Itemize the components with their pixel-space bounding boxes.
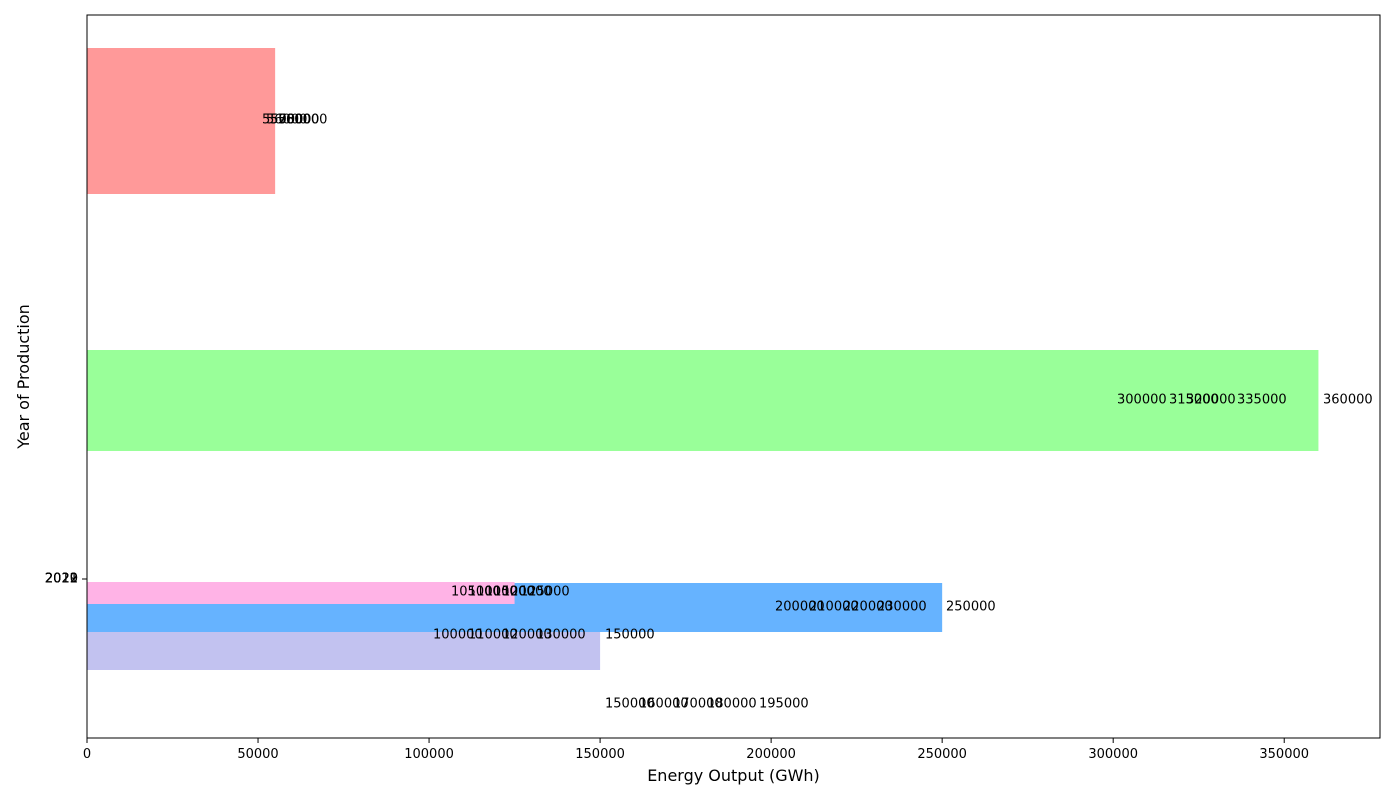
bar-value-label: 60000: [286, 113, 327, 128]
bar-series-1: [87, 350, 1319, 451]
x-tick-label: 250000: [917, 747, 967, 762]
bar-value-label: 230000: [877, 600, 927, 615]
plot-frame: [86, 14, 1381, 739]
bar-value-label: 220000: [843, 600, 893, 615]
x-axis-title: Energy Output (GWh): [647, 766, 820, 785]
y-axis-title: Year of Production: [14, 304, 33, 450]
bar-value-label: 320000: [1186, 393, 1236, 408]
y-tick-label: 2022: [45, 572, 78, 587]
bar-value-label: 200000: [775, 600, 825, 615]
y-tick-label: 2019: [45, 572, 78, 587]
bar-value-label: 115000: [485, 585, 535, 600]
bar-value-label: 160000: [639, 697, 689, 712]
bar-value-label: 120000: [502, 628, 552, 643]
y-tick-label: 2021: [45, 572, 78, 587]
bar-value-label: 55000: [262, 113, 303, 128]
bar-value-label: 250000: [946, 600, 996, 615]
bar-value-label: 300000: [1117, 393, 1167, 408]
x-tick-label: 50000: [237, 747, 278, 762]
bar-value-label: 170000: [673, 697, 723, 712]
bar-value-label: 360000: [1323, 393, 1373, 408]
bar-value-label: 100000: [433, 628, 483, 643]
bar-value-label: 110000: [468, 628, 518, 643]
x-tick-label: 300000: [1088, 747, 1138, 762]
bar-value-label: 57000: [270, 113, 311, 128]
x-tick-label: 0: [83, 747, 91, 762]
x-tick-label: 150000: [575, 747, 625, 762]
bar-value-label: 105000: [451, 585, 501, 600]
bar-value-label: 210000: [809, 600, 859, 615]
y-tick-label: 2020: [45, 572, 78, 587]
bar-value-label: 150000: [605, 628, 655, 643]
bar-value-label: 56000: [266, 113, 307, 128]
bar-value-label: 180000: [707, 697, 757, 712]
bar-value-label: 315000: [1169, 393, 1219, 408]
x-tick-label: 350000: [1259, 747, 1309, 762]
bar-series-0: [87, 48, 276, 194]
bar-value-label: 335000: [1237, 393, 1287, 408]
bar-value-label: 125000: [520, 585, 570, 600]
bar-series-2: [87, 582, 515, 604]
x-axis-ticks: 0 50000 100000 150000 200000 250000 300000 3500…: [83, 738, 1309, 762]
x-tick-label: 200000: [746, 747, 796, 762]
bar-value-label: 110000: [468, 585, 518, 600]
bar-value-label: 195000: [759, 697, 809, 712]
bars-layer: [87, 48, 1319, 670]
x-tick-label: 100000: [404, 747, 454, 762]
bar-value-label: 150000: [605, 697, 655, 712]
bar-value-label: 120000: [502, 585, 552, 600]
bar-value-label: 58000: [278, 113, 319, 128]
bar-value-label: 130000: [536, 628, 586, 643]
